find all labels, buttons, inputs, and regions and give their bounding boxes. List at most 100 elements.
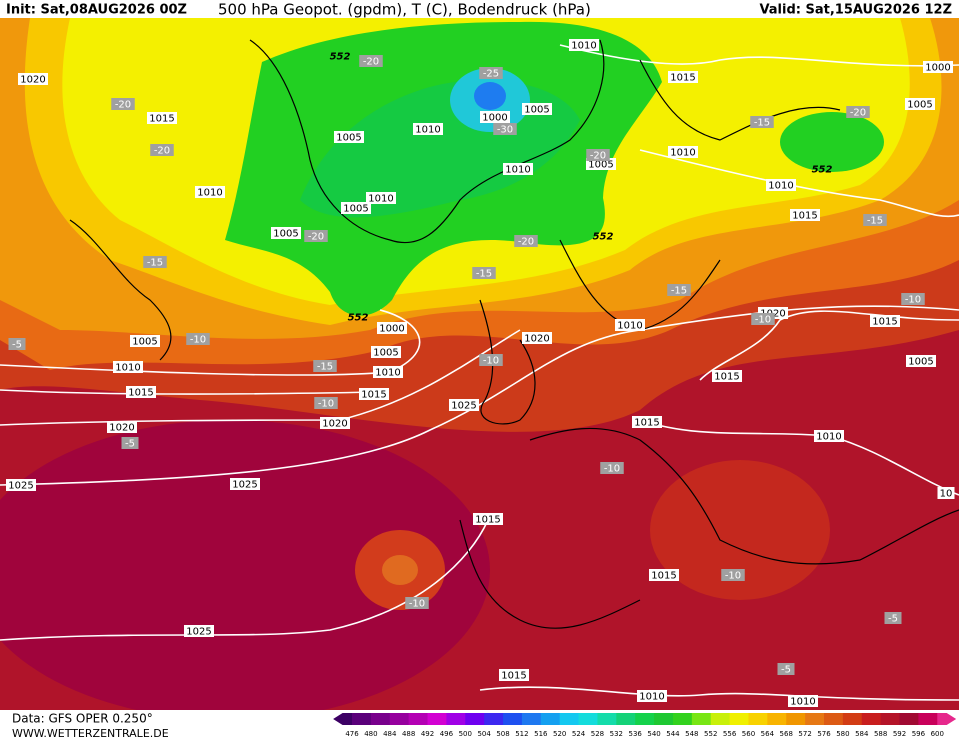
geopotential-label: 552 (812, 165, 833, 176)
scale-cell (484, 713, 504, 725)
isobar-label-box (130, 335, 160, 347)
isobar-label-box (503, 163, 533, 175)
coastline (639, 59, 841, 141)
isobar-label: 1015 (149, 114, 174, 125)
isobar-label-box (373, 366, 403, 378)
temperature-label: -5 (12, 340, 22, 351)
scale-cell (389, 713, 410, 725)
isobar-label: 1000 (925, 63, 950, 74)
init-time: Init: Sat,08AUG2026 00Z (6, 3, 187, 18)
isobar-label-box (147, 112, 177, 124)
scale-cell (805, 713, 825, 725)
temperature-label: -20 (363, 57, 379, 68)
isobar-label: 10 (940, 489, 953, 500)
field-green-east (780, 112, 884, 172)
isobar-label-box (473, 513, 503, 525)
isobar-label: 1005 (588, 160, 613, 171)
temperature-label-box (186, 333, 210, 345)
scale-label: 600 (931, 730, 944, 738)
isobar-line (479, 686, 959, 701)
isobar-label-box (615, 319, 645, 331)
scale-label: 520 (553, 730, 566, 738)
scale-label: 516 (534, 730, 548, 738)
isobar-label-box (320, 417, 350, 429)
scale-label: 568 (780, 730, 793, 738)
scale-cell (503, 713, 523, 725)
scale-label: 496 (440, 730, 454, 738)
isobar-label: 1005 (336, 133, 361, 144)
temperature-label-box (359, 55, 383, 67)
scale-cell (748, 713, 768, 725)
isobar-label-box (788, 695, 818, 707)
isobar-label: 1025 (8, 481, 33, 492)
isobar-label-box (668, 146, 698, 158)
isobar-label: 1015 (670, 73, 695, 84)
scale-cell (786, 713, 806, 725)
scale-label: 480 (364, 730, 377, 738)
isobar-label: 1020 (109, 423, 134, 434)
scale-cell (710, 713, 731, 725)
isobar-label-box (107, 421, 137, 433)
isobar-line (0, 309, 421, 376)
isobar-label: 1010 (670, 148, 695, 159)
temperature-label-box (313, 360, 337, 372)
scale-label: 512 (515, 730, 528, 738)
temperature-label-box (586, 149, 610, 161)
temperature-label: -15 (671, 286, 687, 297)
geopotential-label: 552 (593, 232, 614, 243)
field-low-core (382, 555, 418, 585)
scale-cell (918, 713, 938, 725)
scale-cell (880, 713, 901, 725)
temperature-label-box (777, 663, 795, 675)
scale-label: 584 (855, 730, 869, 738)
coastline (69, 219, 172, 361)
isobar-label: 1005 (132, 337, 157, 348)
isobar-label-box (649, 569, 679, 581)
isobar-label: 1015 (475, 515, 500, 526)
isobar-label: 1015 (651, 571, 676, 582)
isobar-label: 1000 (482, 113, 507, 124)
isobar-label-box (499, 669, 529, 681)
isobar-label-box (632, 416, 662, 428)
temperature-label-box (8, 338, 26, 350)
temperature-label: -30 (497, 125, 513, 136)
isobar-label: 1015 (501, 671, 526, 682)
isobar-line (559, 44, 959, 67)
isobar-label: 1005 (908, 357, 933, 368)
isobar-label-box (195, 186, 225, 198)
temperature-label: -5 (125, 439, 135, 450)
map-fields (0, 18, 959, 720)
scale-cell (597, 713, 617, 725)
scale-label: 504 (477, 730, 491, 738)
isobar-label-box (271, 227, 301, 239)
coastline (459, 519, 641, 629)
isobar-label: 1010 (115, 363, 140, 374)
isobar-line (0, 305, 959, 486)
scale-label: 588 (874, 730, 887, 738)
temperature-label-box (600, 462, 624, 474)
temperature-label: -10 (409, 599, 425, 610)
isobar-label-box (937, 487, 955, 499)
isobar-line (0, 519, 489, 641)
scale-cell (578, 713, 598, 725)
isobar-label-box (334, 131, 364, 143)
temperature-label: -20 (154, 146, 170, 157)
color-scale: 476 480 484 488 492 496 500 504 508 512 516 520 524 5… (333, 713, 957, 738)
temperature-label-box (314, 397, 338, 409)
scale-label: 484 (383, 730, 397, 738)
isobar-label: 1010 (368, 194, 393, 205)
valid-time: Valid: Sat,15AUG2026 12Z (759, 3, 952, 18)
isobar-label: 1015 (792, 211, 817, 222)
temperature-label-box (479, 354, 503, 366)
scale-label: 552 (704, 730, 717, 738)
isobar-label-box (522, 103, 552, 115)
isobar-label: 1000 (379, 324, 404, 335)
temperature-label: -20 (590, 151, 606, 162)
isobar-label-box (113, 361, 143, 373)
scale-label: 536 (629, 730, 643, 738)
scale-label: 576 (817, 730, 831, 738)
scale-label: 548 (685, 730, 698, 738)
isobar-label: 1020 (322, 419, 347, 430)
isobar-label-box (814, 430, 844, 442)
isobar-label: 1005 (373, 348, 398, 359)
